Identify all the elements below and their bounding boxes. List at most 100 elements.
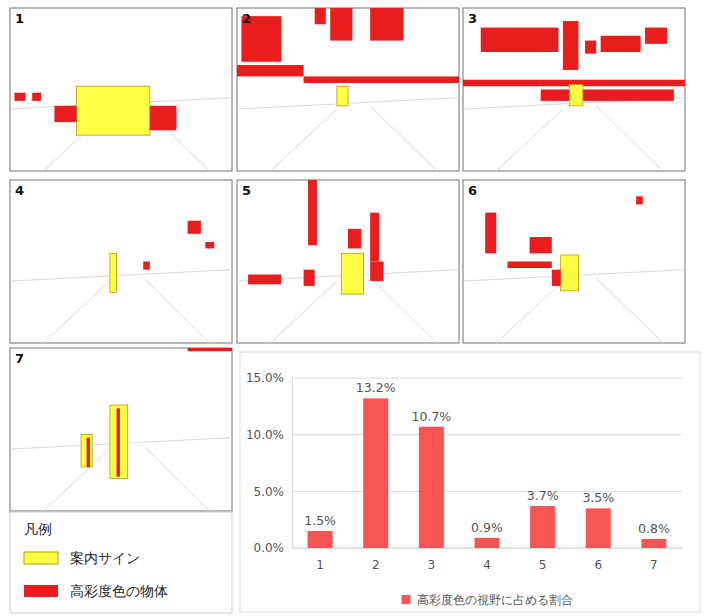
x-tick: 7	[650, 558, 658, 572]
high-chroma-area	[481, 28, 559, 52]
grid	[292, 378, 682, 548]
high-chroma-area	[585, 41, 596, 54]
high-chroma-area	[645, 28, 667, 44]
panel: 6	[463, 180, 685, 343]
legend-box: 凡例案内サイン高彩度色の物体	[10, 512, 232, 613]
panel-label: 2	[242, 11, 251, 26]
grid-line	[292, 434, 682, 435]
high-chroma-area	[552, 270, 561, 286]
high-chroma-area	[370, 262, 383, 282]
bar	[474, 538, 499, 548]
high-chroma-area	[330, 8, 352, 41]
high-chroma-area	[32, 93, 41, 101]
high-chroma-area	[304, 270, 315, 286]
panel-label: 4	[15, 183, 24, 198]
tick-label: 3	[428, 558, 436, 572]
panel-frame	[10, 180, 232, 343]
axis-line	[292, 379, 293, 549]
data-label: 0.8%	[638, 521, 670, 536]
bars	[308, 398, 667, 548]
guide-sign-area	[570, 85, 583, 106]
panel: 4	[10, 180, 232, 343]
guide-sign-area	[110, 405, 128, 478]
high-chroma-area	[188, 221, 201, 234]
tick-label: 4	[483, 558, 491, 572]
high-chroma-area	[485, 213, 496, 254]
panel-label: 7	[15, 351, 24, 366]
guide-sign-area	[110, 253, 117, 292]
panel-label: 1	[15, 11, 24, 26]
panel: 2	[237, 8, 459, 171]
bar	[641, 539, 666, 548]
panel-frame	[237, 180, 459, 343]
panel-frame	[463, 8, 685, 171]
high-chroma-area	[370, 213, 379, 262]
high-chroma-area	[248, 275, 281, 285]
tick-label: 0.0%	[254, 541, 285, 555]
tick-label: 5	[539, 558, 547, 572]
y-tick: 10.0%	[246, 428, 292, 442]
high-chroma-area	[563, 21, 579, 70]
scene-outline	[237, 98, 459, 171]
x-tick: 1	[316, 558, 324, 572]
guide-sign-area	[341, 253, 363, 294]
high-chroma-area	[14, 93, 25, 101]
high-chroma-area	[150, 106, 177, 130]
high-chroma-area	[308, 180, 317, 245]
x-axis: 1 2 3 4 5 6 7	[293, 549, 683, 572]
x-tick: 4	[483, 558, 491, 572]
y-tick: 5.0%	[254, 485, 293, 499]
legend-swatch	[402, 595, 411, 604]
panel-frame	[10, 8, 232, 171]
high-chroma-area	[636, 196, 643, 204]
panel: 7	[10, 348, 232, 511]
panel-frame	[10, 348, 232, 511]
legend-label: 高彩度色の物体	[70, 583, 168, 599]
guide-sign-area	[337, 86, 348, 106]
high-chroma-area	[87, 438, 90, 467]
x-tick: 2	[372, 558, 380, 572]
panel-label: 6	[468, 183, 477, 198]
tick-label: 2	[372, 558, 380, 572]
data-label: 13.2%	[356, 380, 396, 395]
grid-line	[292, 491, 682, 492]
bar	[586, 508, 611, 548]
panel-label: 5	[242, 183, 251, 198]
high-chroma-area	[205, 242, 214, 249]
y-tick: 15.0%	[246, 371, 292, 385]
high-chroma-area	[304, 76, 459, 83]
high-chroma-area	[601, 36, 641, 52]
axis-line	[293, 548, 683, 549]
high-chroma-area	[188, 348, 232, 351]
high-chroma-area	[315, 8, 326, 24]
tick-label: 5.0%	[254, 485, 285, 499]
panel-label: 3	[468, 11, 477, 26]
bar	[308, 531, 333, 548]
data-label: 3.7%	[527, 488, 559, 503]
legend-title: 凡例	[24, 521, 52, 537]
legend-frame	[10, 512, 232, 613]
guide-sign-area	[561, 255, 579, 291]
tick-label: 15.0%	[246, 371, 284, 385]
panel: 5	[237, 180, 459, 343]
high-chroma-area	[237, 65, 304, 76]
data-label: 10.7%	[412, 409, 452, 424]
tick-label: 1	[316, 558, 324, 572]
tick-label: 6	[594, 558, 602, 572]
x-tick: 6	[594, 558, 602, 572]
panel: 1	[10, 8, 232, 171]
panel-frame	[237, 8, 459, 171]
bar	[363, 398, 388, 548]
tick-label: 7	[650, 558, 658, 572]
guide-sign-area	[77, 86, 150, 135]
tick-label: 10.0%	[246, 428, 284, 442]
high-chroma-area	[348, 229, 361, 249]
legend-swatch	[24, 552, 58, 564]
y-axis: 0.0% 5.0% 10.0% 15.0%	[246, 371, 293, 555]
high-chroma-area	[117, 408, 120, 476]
x-tick: 5	[539, 558, 547, 572]
legend-label: 高彩度色の視野に占める割合	[417, 593, 573, 607]
data-label: 0.9%	[471, 520, 503, 535]
chart-frame	[240, 352, 700, 612]
legend-swatch	[24, 585, 58, 597]
